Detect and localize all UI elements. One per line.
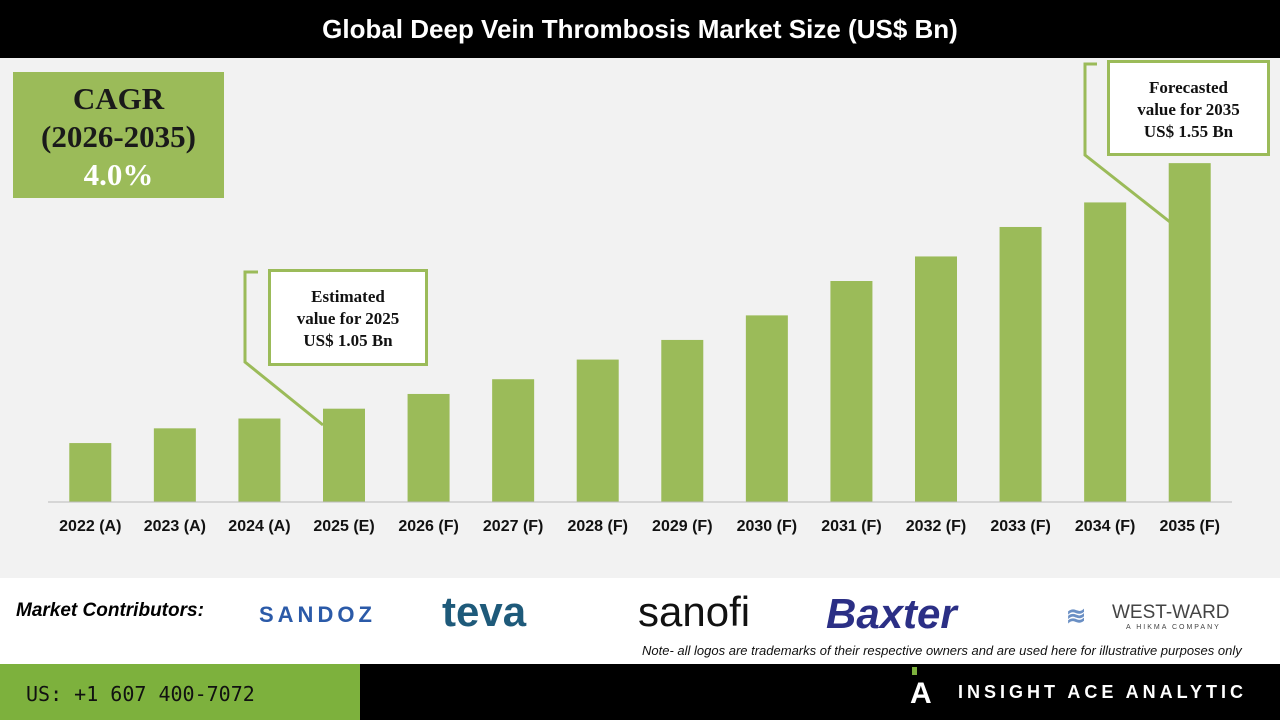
baxter-logo: Baxter: [826, 590, 957, 637]
bar-chart: 2022 (A) 2023 (A) 2024 (A) 2025 (E) 2026 (F)…: [48, 62, 1232, 535]
x-tick-label: 2035 (F): [1159, 518, 1219, 535]
x-tick-label: 2034 (F): [1075, 518, 1135, 535]
estimated-leader-line: [243, 270, 324, 427]
x-tick-label: 2027 (F): [483, 518, 543, 535]
westward-logo: WEST-WARD: [1112, 602, 1230, 623]
x-tick-label: 2028 (F): [567, 518, 627, 535]
bar: [238, 418, 281, 502]
x-tick-label: 2022 (A): [59, 518, 121, 535]
bar: [661, 339, 704, 502]
callout-line: value for 2035: [1137, 100, 1240, 119]
bar: [323, 408, 365, 502]
cagr-period: (2026-2035): [41, 119, 196, 154]
callout-line: US$ 1.55 Bn: [1143, 122, 1234, 141]
bar: [576, 359, 619, 502]
brand-logo-accent: [912, 667, 917, 675]
bar: [915, 256, 957, 502]
x-tick-label: 2030 (F): [737, 518, 797, 535]
x-tick-label: 2031 (F): [821, 518, 881, 535]
callout-line: Forecasted: [1149, 78, 1228, 97]
cagr-label: CAGR: [72, 81, 165, 116]
x-tick-label: 2032 (F): [906, 518, 966, 535]
cagr-value: 4.0%: [83, 157, 154, 192]
x-tick-label: 2023 (A): [144, 518, 206, 535]
bar: [999, 226, 1042, 502]
x-tick-label: 2024 (A): [228, 518, 290, 535]
contributors-label: Market Contributors:: [16, 600, 204, 621]
brand-bar: [360, 664, 1280, 720]
forecasted-callout: Forecasted value for 2035 US$ 1.55 Bn: [1107, 60, 1270, 156]
callout-line: Estimated: [311, 287, 385, 306]
bar: [745, 315, 788, 502]
bar: [492, 379, 535, 502]
westward-tagline: A HIKMA COMPANY: [1126, 624, 1221, 631]
phone-number: US: +1 607 400-7072: [0, 664, 360, 720]
brand-name: INSIGHT ACE ANALYTIC: [958, 682, 1248, 702]
teva-logo: teva: [442, 588, 527, 635]
cagr-box: CAGR (2026-2035) 4.0%: [13, 72, 224, 198]
callout-line: US$ 1.05 Bn: [303, 331, 393, 350]
bar: [69, 443, 112, 502]
estimated-callout: Estimated value for 2025 US$ 1.05 Bn: [268, 269, 428, 366]
chart-title: Global Deep Vein Thrombosis Market Size …: [0, 0, 1280, 58]
westward-mark-icon: ≋: [1066, 603, 1087, 630]
bar: [153, 428, 196, 502]
bar: [830, 281, 873, 502]
sandoz-logo: SANDOZ: [259, 602, 376, 627]
x-tick-label: 2026 (F): [398, 518, 458, 535]
brand-logo-icon: A: [910, 677, 932, 710]
sanofi-logo: sanofi: [638, 588, 751, 635]
bar: [1168, 163, 1211, 502]
trademark-note: Note- all logos are trademarks of their …: [642, 643, 1242, 658]
x-tick-label: 2029 (F): [652, 518, 712, 535]
callout-line: value for 2025: [296, 309, 400, 328]
bar: [407, 393, 450, 502]
x-tick-label: 2033 (F): [990, 518, 1050, 535]
forecasted-leader-line: [1083, 62, 1171, 224]
x-tick-label: 2025 (E): [313, 518, 374, 535]
bar: [1084, 202, 1127, 502]
